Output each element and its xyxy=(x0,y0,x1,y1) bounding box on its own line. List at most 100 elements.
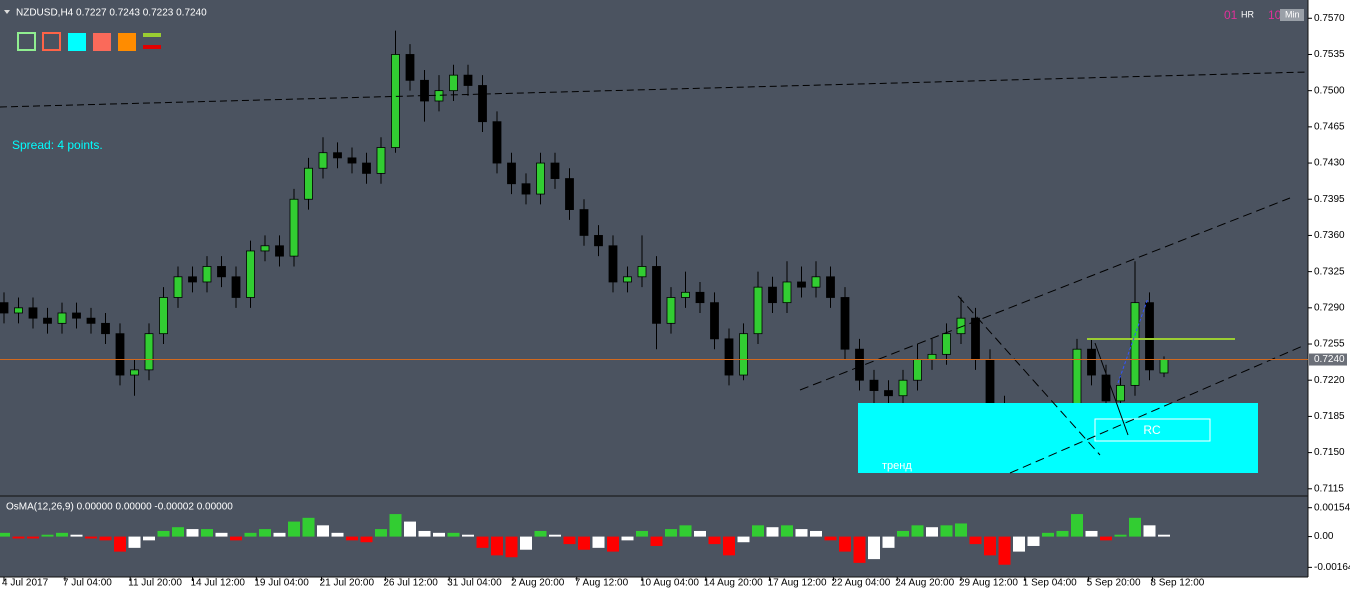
candle-body xyxy=(1101,374,1111,402)
icon[interactable] xyxy=(42,32,61,51)
candle-body xyxy=(971,317,980,360)
pattern-line xyxy=(1094,342,1129,436)
osma-bar xyxy=(853,536,866,563)
channel-line xyxy=(799,197,1291,391)
icon[interactable] xyxy=(143,45,161,49)
candle-body xyxy=(159,297,168,335)
candle-body xyxy=(1087,348,1096,376)
menu-triangle[interactable] xyxy=(4,10,10,14)
timer-minutes: 10 xyxy=(1268,8,1282,22)
osma-bar xyxy=(926,527,938,537)
candle-body xyxy=(362,162,371,174)
osma-bar xyxy=(99,536,112,541)
candle-body xyxy=(942,333,951,355)
osma-bar xyxy=(56,532,68,537)
icon[interactable] xyxy=(93,33,111,51)
osma-bar xyxy=(955,523,967,537)
osma-bar xyxy=(302,517,315,537)
candle-body xyxy=(811,276,821,288)
y-tick-label: 0.7500 xyxy=(1314,85,1345,96)
osma-bar xyxy=(679,525,692,537)
osma-bar xyxy=(839,536,851,552)
candle-body xyxy=(695,291,705,304)
candle-body xyxy=(304,167,313,200)
osma-bar xyxy=(737,536,750,543)
x-tick-label: 19 Jul 04:00 xyxy=(254,578,309,589)
y-tick-label: 0.7430 xyxy=(1314,158,1345,169)
osma-bar xyxy=(114,536,126,552)
osma-bar xyxy=(534,530,547,537)
y-tick-label: 0.7465 xyxy=(1314,121,1345,132)
osma-bar xyxy=(27,536,39,539)
osma-bar xyxy=(868,536,880,560)
bid-label: 0.7240 xyxy=(1314,354,1345,365)
candle-body xyxy=(927,353,937,360)
candle-body xyxy=(724,338,734,376)
rc-box xyxy=(1094,418,1211,442)
osma-bar xyxy=(1158,534,1170,537)
osma-bar xyxy=(650,536,663,546)
candle-body xyxy=(405,54,415,81)
candle-body xyxy=(913,359,922,381)
rc-label: RC xyxy=(1143,423,1161,437)
y-tick-label: 0.7255 xyxy=(1314,339,1345,350)
osma-bar xyxy=(1042,532,1054,537)
candle-body xyxy=(14,307,23,314)
osma-bar xyxy=(636,530,648,537)
osma-bar xyxy=(1071,514,1083,537)
y-tick-label: 0.7570 xyxy=(1314,13,1345,24)
chart-header: NZDUSD,H4 0.7227 0.7243 0.7223 0.7240 xyxy=(16,8,207,19)
trend-line xyxy=(0,71,1308,108)
candle-body xyxy=(985,359,995,407)
osma-bar xyxy=(723,536,735,556)
icon[interactable] xyxy=(118,33,136,51)
timer-box xyxy=(1280,9,1304,21)
candle-body xyxy=(652,266,661,324)
timer-minutes-unit: Min xyxy=(1285,9,1300,19)
icon[interactable] xyxy=(68,33,86,51)
candle-body xyxy=(43,317,52,324)
candle-body xyxy=(840,297,850,350)
osma-bar xyxy=(708,536,721,545)
candle-body xyxy=(275,245,284,257)
osma-bar xyxy=(143,536,155,541)
y-tick-label: 0.7535 xyxy=(1314,49,1345,60)
candle-body xyxy=(739,333,748,376)
pattern-line xyxy=(1117,297,1149,384)
candle-body xyxy=(449,74,458,92)
osma-bar xyxy=(882,536,895,548)
x-tick-label: 2 Aug 20:00 xyxy=(511,578,565,589)
y-tick-label: 0.7325 xyxy=(1314,266,1345,277)
icon[interactable] xyxy=(143,33,161,37)
candle-body xyxy=(753,286,763,335)
candle-body xyxy=(347,157,357,164)
candle-body xyxy=(231,276,241,298)
candle-body xyxy=(188,276,197,283)
y-tick-label: 0.00 xyxy=(1314,531,1334,542)
osma-bar xyxy=(1085,530,1098,537)
candle-body xyxy=(28,307,38,319)
icon[interactable] xyxy=(17,32,36,51)
candle-body xyxy=(1116,384,1125,402)
y-tick-label: 0.7395 xyxy=(1314,194,1345,205)
candle-body xyxy=(246,250,255,298)
x-tick-label: 24 Aug 20:00 xyxy=(895,578,954,589)
osma-bar xyxy=(766,527,779,537)
candle-body xyxy=(101,322,110,335)
osma-bar xyxy=(447,532,460,537)
candle-body xyxy=(637,266,647,278)
drawings: тренд RC xyxy=(0,71,1308,474)
osma-bar xyxy=(578,536,590,550)
timer-hours: 01 xyxy=(1224,8,1238,22)
timer: 01 HR 10 Min xyxy=(1224,8,1304,22)
osma-bar xyxy=(404,521,416,537)
candle-body xyxy=(782,281,792,304)
osma-bar xyxy=(969,536,982,545)
x-tick-label: 8 Sep 12:00 xyxy=(1150,578,1204,589)
candle-body xyxy=(376,147,386,174)
osma-bar xyxy=(360,536,373,543)
x-tick-label: 17 Aug 12:00 xyxy=(768,578,827,589)
candle-body xyxy=(855,348,864,381)
osma-bar xyxy=(824,536,837,541)
